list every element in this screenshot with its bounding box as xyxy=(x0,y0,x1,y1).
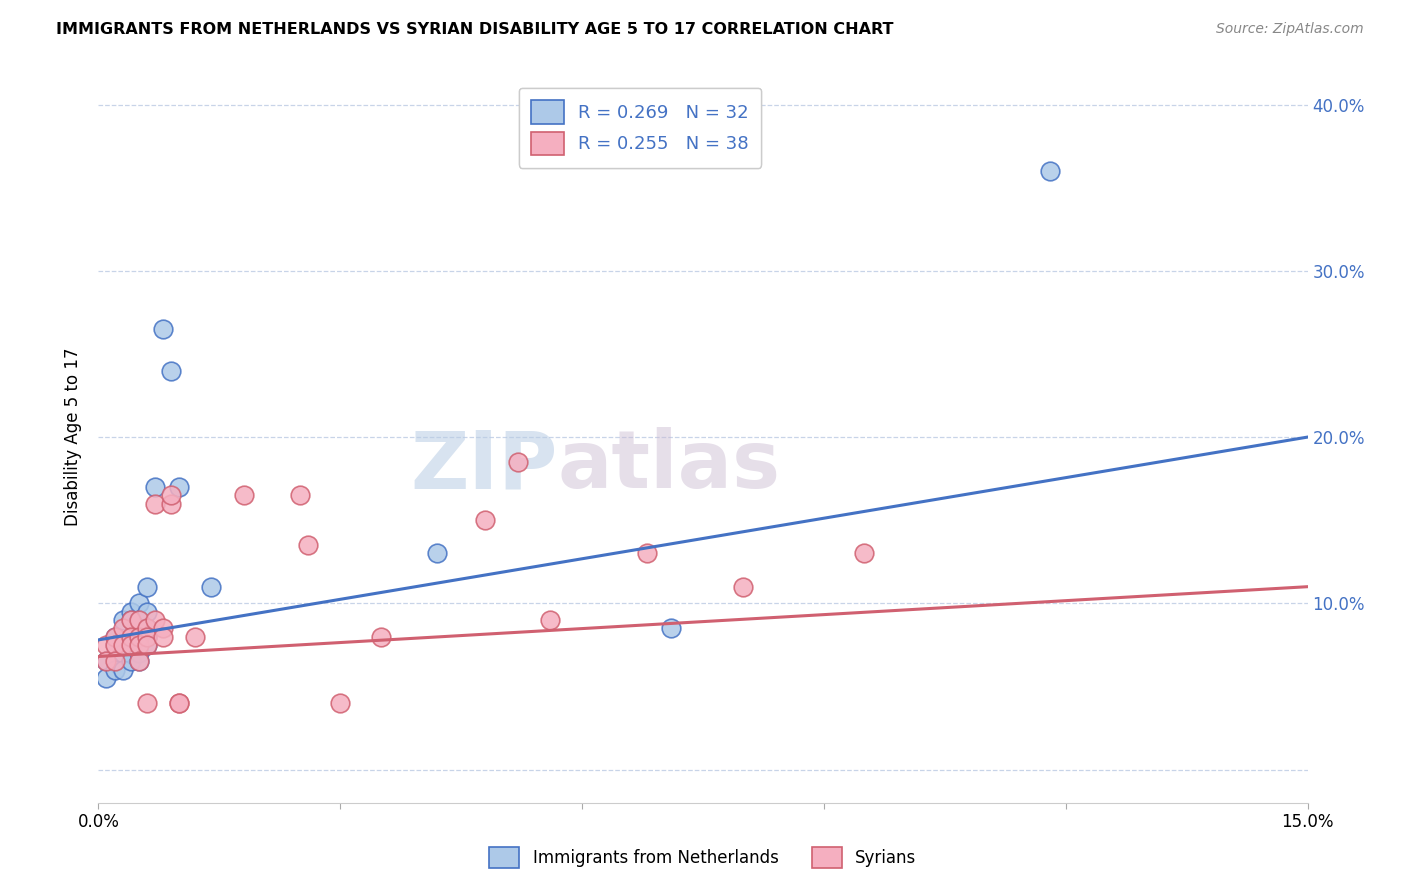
Point xyxy=(96,655,118,669)
Point xyxy=(103,655,125,669)
Point xyxy=(659,621,682,635)
Text: atlas: atlas xyxy=(558,427,780,506)
Point xyxy=(135,621,157,635)
Point xyxy=(120,638,142,652)
Point xyxy=(128,638,150,652)
Point xyxy=(120,613,142,627)
Legend: Immigrants from Netherlands, Syrians: Immigrants from Netherlands, Syrians xyxy=(482,840,924,875)
Point xyxy=(96,638,118,652)
Point xyxy=(128,613,150,627)
Text: IMMIGRANTS FROM NETHERLANDS VS SYRIAN DISABILITY AGE 5 TO 17 CORRELATION CHART: IMMIGRANTS FROM NETHERLANDS VS SYRIAN DI… xyxy=(56,22,894,37)
Point xyxy=(135,580,157,594)
Point xyxy=(143,613,166,627)
Point xyxy=(152,630,174,644)
Point xyxy=(167,480,190,494)
Point xyxy=(474,513,496,527)
Point xyxy=(160,488,183,502)
Point xyxy=(733,580,755,594)
Point xyxy=(120,613,142,627)
Point xyxy=(297,538,319,552)
Point xyxy=(329,696,352,710)
Point xyxy=(111,638,134,652)
Point xyxy=(636,546,658,560)
Point xyxy=(103,638,125,652)
Point xyxy=(167,696,190,710)
Point xyxy=(128,655,150,669)
Point xyxy=(135,696,157,710)
Point xyxy=(103,638,125,652)
Point xyxy=(128,596,150,610)
Point xyxy=(426,546,449,560)
Point xyxy=(120,638,142,652)
Point xyxy=(111,663,134,677)
Text: Source: ZipAtlas.com: Source: ZipAtlas.com xyxy=(1216,22,1364,37)
Point xyxy=(120,605,142,619)
Point xyxy=(96,655,118,669)
Point xyxy=(143,480,166,494)
Point xyxy=(152,322,174,336)
Point xyxy=(538,613,561,627)
Point xyxy=(128,613,150,627)
Point xyxy=(152,621,174,635)
Point xyxy=(135,630,157,644)
Point xyxy=(288,488,311,502)
Point xyxy=(135,605,157,619)
Point xyxy=(103,630,125,644)
Point xyxy=(128,613,150,627)
Legend: R = 0.269   N = 32, R = 0.255   N = 38: R = 0.269 N = 32, R = 0.255 N = 38 xyxy=(519,87,762,168)
Point xyxy=(135,630,157,644)
Point xyxy=(120,630,142,644)
Point xyxy=(135,621,157,635)
Point xyxy=(1039,164,1062,178)
Point xyxy=(232,488,254,502)
Point xyxy=(120,638,142,652)
Point xyxy=(111,613,134,627)
Point xyxy=(506,455,529,469)
Point xyxy=(96,671,118,685)
Point xyxy=(128,630,150,644)
Point xyxy=(160,497,183,511)
Point xyxy=(111,621,134,635)
Point xyxy=(103,630,125,644)
Point xyxy=(184,630,207,644)
Point xyxy=(128,646,150,660)
Y-axis label: Disability Age 5 to 17: Disability Age 5 to 17 xyxy=(65,348,83,526)
Point xyxy=(103,663,125,677)
Point xyxy=(135,638,157,652)
Point xyxy=(143,497,166,511)
Point xyxy=(370,630,392,644)
Text: ZIP: ZIP xyxy=(411,427,558,506)
Point xyxy=(135,638,157,652)
Point xyxy=(167,696,190,710)
Point xyxy=(128,655,150,669)
Point xyxy=(111,646,134,660)
Point xyxy=(853,546,876,560)
Point xyxy=(160,363,183,377)
Point xyxy=(120,655,142,669)
Point xyxy=(111,638,134,652)
Point xyxy=(200,580,222,594)
